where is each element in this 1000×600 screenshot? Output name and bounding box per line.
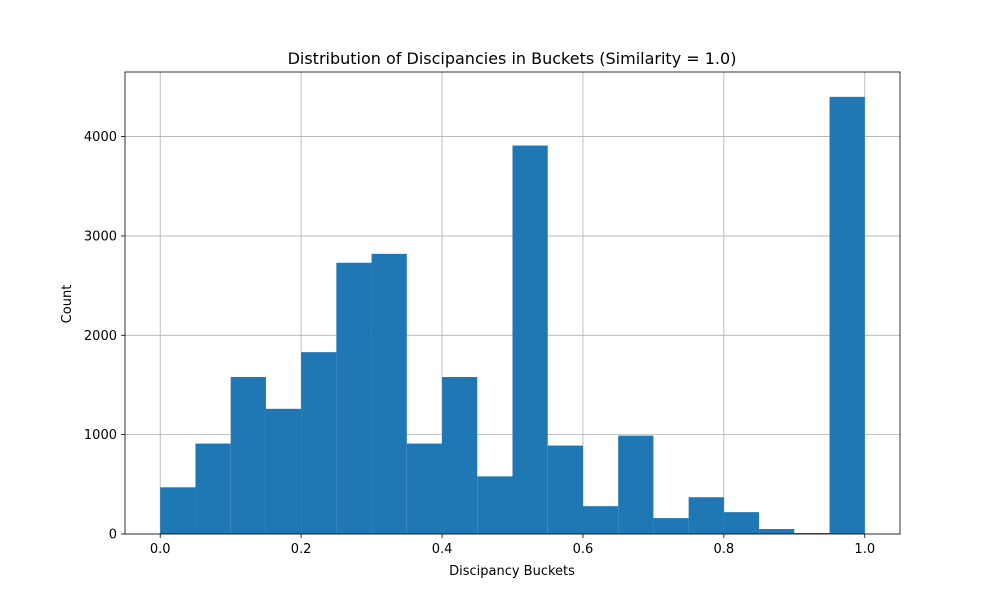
histogram-bar [230,377,266,534]
x-tick-label: 0.0 [150,542,171,557]
histogram-bar [195,443,231,534]
histogram-bar [618,435,654,534]
histogram-bar [406,443,443,534]
histogram-bar [688,497,724,534]
y-tick-label: 1000 [84,428,117,443]
x-tick-label: 1.0 [854,542,875,557]
histogram-bar [582,506,619,534]
histogram-bar [477,476,513,534]
histogram-bar [829,96,865,534]
histogram-bar [265,408,302,534]
x-tick-label: 0.2 [291,542,312,557]
y-tick-label: 4000 [84,130,117,145]
histogram-bar [794,533,830,534]
histogram-bar [512,145,548,534]
histogram-bar [723,512,760,534]
histogram-bar [759,529,795,534]
y-tick-label: 2000 [84,329,117,344]
x-tick-label: 0.6 [573,542,594,557]
histogram-bar [301,352,337,534]
axis-ticks: 0.0 0.2 0.4 0.6 0.8 1.0 0 1000 2000 3000 4000 [84,130,875,557]
chart-title: Distribution of Discipancies in Buckets … [288,49,737,68]
histogram-bars [160,96,865,535]
y-tick-label: 0 [109,528,117,543]
x-tick-label: 0.4 [432,542,453,557]
histogram-bar [653,518,689,534]
histogram-bar [442,377,478,534]
x-axis-label: Discipancy Buckets [449,564,575,579]
y-axis-label: Count [60,285,75,324]
histogram-bar [371,253,407,535]
plot-frame [124,71,901,535]
histogram-bar [336,262,372,534]
x-tick-label: 0.8 [714,542,735,557]
histogram-bar [547,445,583,534]
histogram-bar [160,487,196,534]
y-tick-label: 3000 [84,229,117,244]
